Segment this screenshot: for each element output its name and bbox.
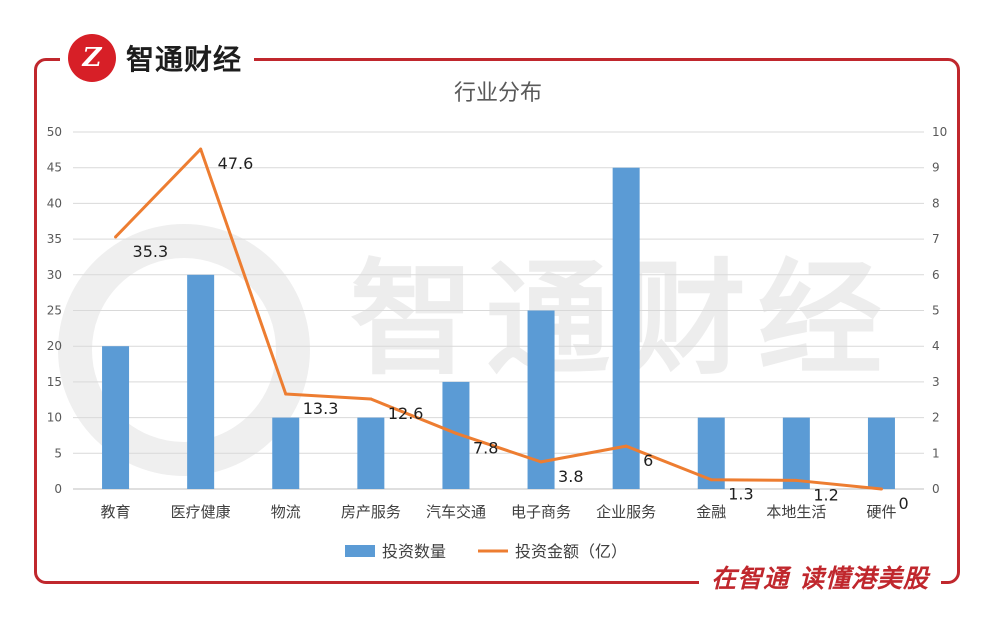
x-tick-label: 物流	[271, 503, 301, 521]
legend-swatch-bar	[345, 545, 375, 557]
y-axis-left: 0 5 10 15 20 25 30 35 40 45 50	[47, 125, 62, 496]
y-left-tick-label: 40	[47, 196, 62, 210]
line-point	[114, 235, 118, 239]
bar	[357, 417, 385, 489]
data-label: 47.6	[218, 154, 254, 173]
x-tick-label: 汽车交通	[426, 503, 486, 521]
chart-frame	[34, 58, 960, 584]
line-point	[539, 460, 543, 464]
bar	[102, 346, 130, 489]
y-right-tick-label: 4	[932, 339, 940, 353]
x-axis: 教育 医疗健康 物流 房产服务 汽车交通 电子商务 企业服务 金融 本地生活 硬件	[101, 503, 897, 521]
y-right-tick-label: 3	[932, 375, 940, 389]
line-point	[709, 478, 713, 482]
x-tick-label: 企业服务	[596, 503, 656, 521]
y-left-tick-label: 10	[47, 411, 62, 425]
y-right-tick-label: 1	[932, 446, 940, 460]
y-left-tick-label: 15	[47, 375, 62, 389]
x-tick-label: 教育	[101, 503, 131, 521]
bar	[782, 417, 810, 489]
brand-slogan: 在智通 读懂港美股	[699, 559, 941, 595]
y-left-tick-label: 50	[47, 125, 62, 139]
grid-lines	[73, 131, 924, 490]
brand-logo-icon: Z	[68, 34, 116, 82]
y-left-tick-label: 0	[54, 482, 62, 496]
data-label: 0	[898, 494, 908, 513]
y-right-tick-label: 8	[932, 196, 940, 210]
x-tick-label: 房产服务	[341, 503, 401, 521]
brand-logo: Z 智通财经	[60, 30, 255, 86]
y-left-tick-label: 20	[47, 339, 62, 353]
line-path	[114, 147, 882, 491]
data-label: 12.6	[388, 404, 424, 423]
y-right-tick-label: 2	[932, 411, 940, 425]
data-label: 1.3	[728, 485, 753, 504]
line-point	[199, 147, 203, 151]
legend-label-line: 投资金额（亿）	[515, 542, 627, 561]
legend-label-bar: 投资数量	[382, 542, 446, 561]
y-right-tick-label: 9	[932, 161, 940, 175]
y-left-tick-label: 25	[47, 304, 62, 318]
line-point	[369, 397, 373, 401]
line-point	[879, 487, 883, 491]
line-point	[284, 392, 288, 396]
line-point	[454, 431, 458, 435]
y-left-tick-label: 30	[47, 268, 62, 282]
y-right-tick-label: 0	[932, 482, 940, 496]
x-tick-label: 硬件	[866, 503, 896, 521]
bar	[187, 274, 215, 489]
data-label: 1.2	[813, 485, 838, 504]
y-right-tick-label: 6	[932, 268, 940, 282]
data-label: 6	[643, 451, 653, 470]
legend: 投资数量 投资金额（亿）	[345, 542, 627, 561]
y-left-tick-label: 5	[54, 446, 62, 460]
y-right-tick-label: 5	[932, 304, 940, 318]
line-series: 35.3 47.6 13.3 12.6 7.8 3.8 6 1.3 1.2 0	[114, 147, 909, 513]
x-tick-label: 本地生活	[766, 503, 826, 521]
x-tick-label: 电子商务	[511, 503, 571, 521]
data-label: 13.3	[303, 399, 339, 418]
data-label: 3.8	[558, 467, 583, 486]
data-label: 7.8	[473, 438, 498, 457]
data-label: 35.3	[133, 242, 169, 261]
bar	[612, 167, 640, 489]
bar-series	[102, 167, 895, 489]
y-axis-right: 0 1 2 3 4 5 6 7 8 9 10	[932, 125, 947, 496]
y-left-tick-label: 35	[47, 232, 62, 246]
line-point	[794, 478, 798, 482]
bar	[867, 417, 895, 489]
x-tick-label: 医疗健康	[171, 503, 231, 521]
brand-name: 智通财经	[126, 43, 243, 76]
line-point	[624, 444, 628, 448]
y-right-tick-label: 10	[932, 125, 947, 139]
chart-title: 行业分布	[454, 81, 542, 106]
y-left-tick-label: 45	[47, 161, 62, 175]
x-tick-label: 金融	[696, 503, 726, 521]
y-right-tick-label: 7	[932, 232, 940, 246]
bar	[272, 417, 300, 489]
